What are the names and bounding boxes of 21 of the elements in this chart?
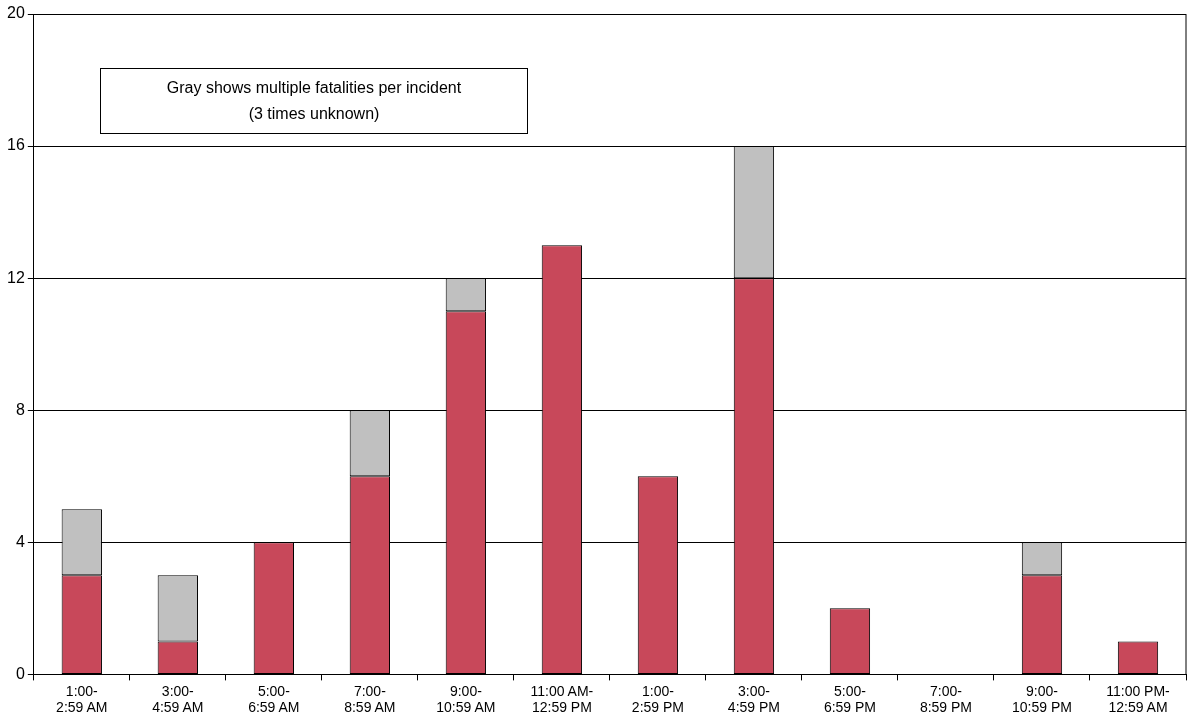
x-tick-label: 9:00-10:59 PM xyxy=(1012,682,1072,716)
x-tick-label: 3:00-4:59 PM xyxy=(727,682,780,716)
x-tick-label: 1:00-2:59 AM xyxy=(56,682,108,716)
y-tick-label: 0 xyxy=(15,664,25,682)
y-tick-label: 20 xyxy=(7,4,25,22)
x-tick-label: 5:00-6:59 AM xyxy=(248,682,300,716)
x-tick-label: 7:00-8:59 PM xyxy=(919,682,973,716)
note-box: Gray shows multiple fatalities per incident (3 times unknown) xyxy=(100,68,528,134)
x-tick-label: 5:00-6:59 PM xyxy=(823,682,877,716)
y-tick-label: 8 xyxy=(15,400,25,418)
y-tick-label: 4 xyxy=(15,532,25,550)
annotation: Gray shows multiple fatalities per incident xyxy=(165,78,463,98)
x-tick-label: 7:00-8:59 AM xyxy=(344,682,396,716)
y-tick-label: 16 xyxy=(7,136,25,154)
y-tick-label: 12 xyxy=(7,268,25,286)
x-tick-label: 11:00 PM-12:59 AM xyxy=(1106,682,1171,716)
annotation: (3 times unknown) xyxy=(247,104,381,124)
x-tick-label: 3:00-4:59 AM xyxy=(152,682,204,716)
x-tick-label: 9:00-10:59 AM xyxy=(436,682,496,716)
x-tick-label: 11:00 AM-12:59 PM xyxy=(530,682,594,716)
x-tick-label: 1:00-2:59 PM xyxy=(631,682,684,716)
